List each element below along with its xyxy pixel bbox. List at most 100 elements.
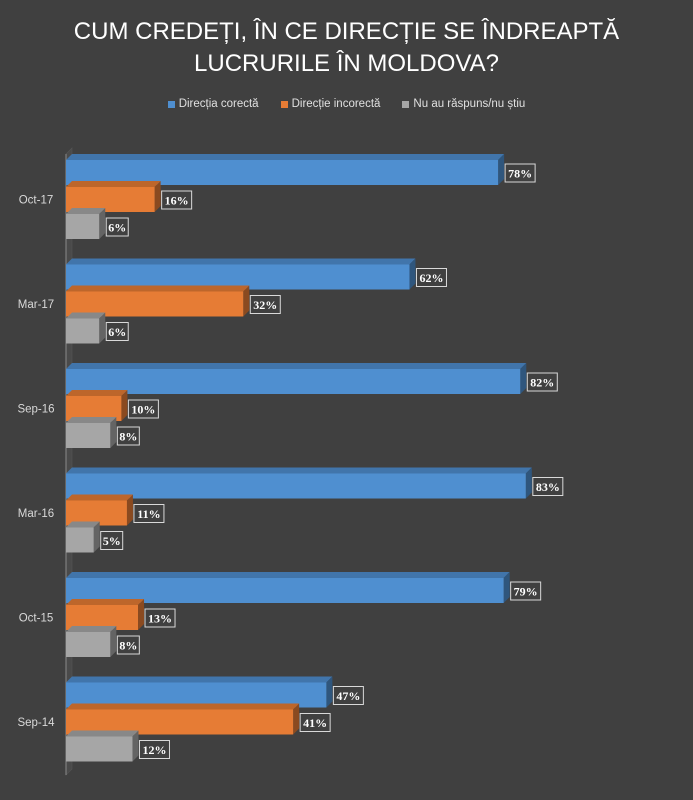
bar-side-face	[154, 181, 161, 212]
bar	[66, 632, 111, 657]
data-label: 5%	[103, 534, 121, 548]
legend-swatch-incorecta	[280, 100, 288, 108]
bar	[66, 187, 155, 212]
bar-side-face	[126, 494, 133, 526]
bar	[66, 527, 94, 553]
data-label-box	[144, 608, 176, 628]
bar	[66, 736, 133, 762]
bar-side-face	[503, 572, 510, 603]
bar-side-face	[110, 417, 117, 448]
data-label-box	[133, 504, 165, 523]
data-label-box	[116, 426, 140, 446]
bar	[66, 709, 294, 735]
bar-side-face	[121, 390, 128, 421]
bar-top-face	[66, 676, 333, 683]
bar-top-face	[66, 312, 106, 319]
bar-side-face	[99, 208, 106, 239]
legend-swatch-corecta	[167, 100, 175, 108]
chart-title-line-2: LUCRURILE ÎN MOLDOVA?	[194, 50, 499, 77]
category-label: Oct-17	[19, 195, 54, 207]
bar	[66, 214, 100, 239]
data-label: 8%	[119, 639, 137, 653]
bar	[66, 605, 139, 630]
bar-top-face	[66, 154, 505, 160]
legend-item-nu-stiu: Nu au răspuns/nu știu	[402, 98, 525, 110]
bar-side-face	[243, 285, 250, 317]
bar-side-face	[498, 154, 505, 185]
bar-top-face	[66, 626, 117, 632]
bar	[66, 396, 122, 421]
bar-top-face	[66, 181, 161, 187]
bar-top-face	[66, 521, 100, 528]
bar-top-face	[66, 494, 133, 501]
data-label-box	[332, 686, 364, 705]
data-label: 47%	[336, 689, 360, 703]
bar-side-face	[326, 676, 333, 708]
data-label: 11%	[137, 507, 160, 521]
category-label: Mar-17	[18, 299, 54, 311]
legend-label-corecta: Direcția corectă	[178, 98, 259, 110]
bar-side-face	[525, 467, 532, 499]
bar	[66, 291, 244, 317]
bar	[66, 578, 504, 603]
data-label: 13%	[148, 612, 172, 626]
data-label: 6%	[108, 221, 126, 235]
data-label-box	[100, 531, 124, 550]
bar-side-face	[93, 521, 100, 553]
legend: Direcția corectă Direcție incorectă Nu a…	[0, 98, 693, 110]
category-label: Sep-16	[17, 404, 54, 416]
data-label-box	[249, 295, 281, 314]
bar	[66, 500, 127, 526]
bar-top-face	[66, 363, 527, 369]
chart-title-line-1: CUM CREDEȚI, ÎN CE DIRECȚIE SE ÎNDREAPTĂ	[73, 18, 620, 45]
bar	[66, 264, 410, 290]
legend-label-nu-stiu: Nu au răspuns/nu știu	[413, 98, 526, 110]
data-label-box	[526, 372, 558, 392]
data-label-box	[138, 740, 170, 759]
data-label-box	[532, 477, 564, 496]
data-label: 12%	[142, 743, 166, 757]
data-label: 82%	[530, 376, 554, 390]
data-label-box	[105, 322, 129, 341]
bar-top-face	[66, 390, 128, 396]
bar-top-face	[66, 417, 117, 423]
data-label-box	[161, 190, 193, 210]
data-label: 10%	[131, 403, 155, 417]
bar-top-face	[66, 285, 250, 292]
bar-top-face	[66, 467, 532, 474]
data-label: 83%	[536, 480, 560, 494]
data-label: 79%	[514, 585, 538, 599]
bar	[66, 682, 327, 708]
data-label-box	[127, 399, 159, 419]
bar-top-face	[66, 599, 145, 605]
bar-top-face	[66, 208, 106, 214]
category-label: Sep-14	[17, 717, 55, 729]
bar-side-face	[520, 363, 527, 394]
data-label: 41%	[303, 716, 327, 730]
category-label: Oct-15	[19, 613, 54, 625]
legend-label-incorecta: Direcție incorectă	[291, 98, 381, 110]
bar-side-face	[409, 258, 416, 290]
data-label-box	[299, 713, 331, 732]
bar	[66, 473, 526, 499]
data-label-box	[510, 581, 542, 601]
data-label: 78%	[508, 167, 532, 181]
bar	[66, 369, 521, 394]
bar-top-face	[66, 258, 416, 265]
bar	[66, 160, 499, 185]
legend-item-incorecta: Direcție incorectă	[280, 98, 381, 110]
bar-side-face	[293, 703, 300, 735]
bar	[66, 318, 100, 344]
data-label-box	[415, 268, 447, 287]
bar-top-face	[66, 730, 139, 737]
category-label: Mar-16	[18, 508, 54, 520]
bar-top-face	[66, 572, 510, 578]
data-label: 32%	[253, 298, 277, 312]
bar-top-face	[66, 703, 300, 710]
legend-swatch-nu-stiu	[402, 100, 410, 108]
bar	[66, 423, 111, 448]
bar-side-face	[132, 730, 139, 762]
data-label: 8%	[119, 430, 137, 444]
